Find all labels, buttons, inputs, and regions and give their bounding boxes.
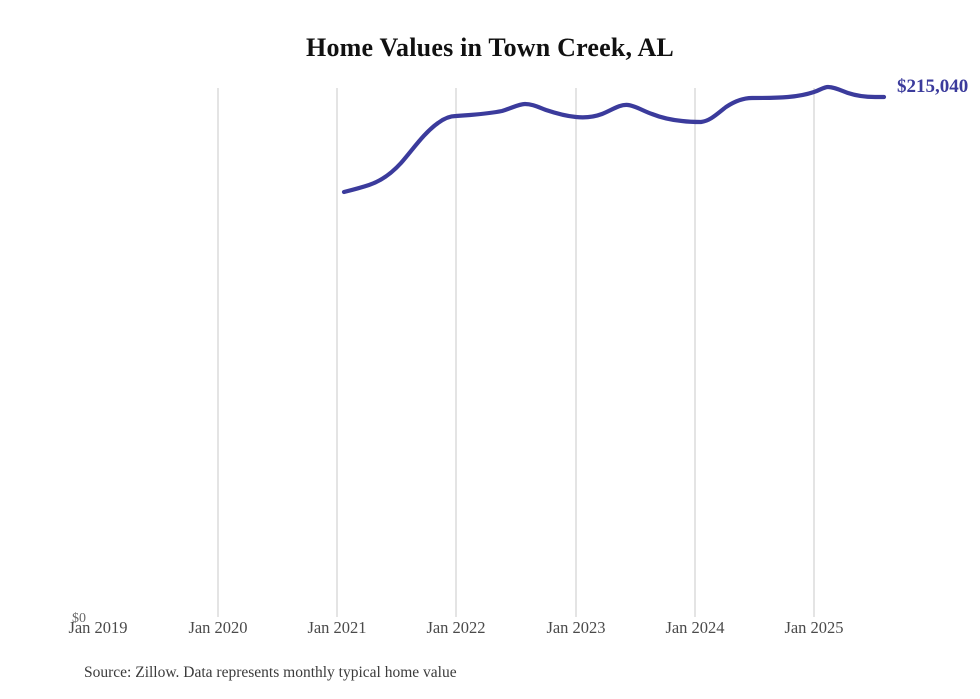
gridlines (217, 88, 815, 617)
x-tick-label-3: Jan 2022 (426, 618, 486, 637)
x-tick-label-1: Jan 2020 (188, 618, 248, 637)
x-tick-label-5: Jan 2024 (665, 618, 725, 637)
series-line-typical-home-value (341, 84, 887, 195)
x-tick-label-2: Jan 2021 (307, 618, 367, 637)
source-note: Source: Zillow. Data represents monthly … (84, 664, 457, 681)
series-end-value-label: $215,040 (897, 76, 969, 97)
chart-title: Home Values in Town Creek, AL (306, 33, 674, 62)
x-tick-label-4: Jan 2023 (546, 618, 606, 637)
x-tick-label-0: Jan 2019 (68, 618, 128, 637)
y-tick-label-0: $0 (72, 611, 86, 626)
x-tick-label-6: Jan 2025 (784, 618, 844, 637)
